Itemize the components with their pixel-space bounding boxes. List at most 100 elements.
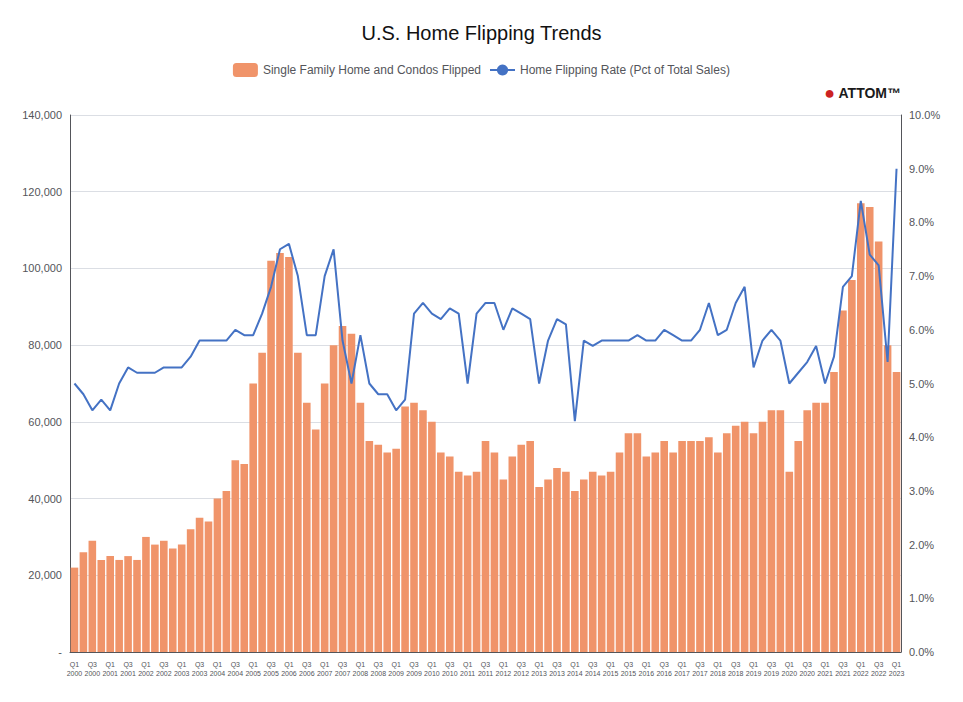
svg-text:2003: 2003 bbox=[174, 670, 190, 677]
svg-text:2013: 2013 bbox=[549, 670, 565, 677]
svg-text:4.0%: 4.0% bbox=[909, 431, 934, 443]
svg-text:Q1: Q1 bbox=[320, 661, 329, 669]
svg-text:2014: 2014 bbox=[567, 670, 583, 677]
svg-text:Q1: Q1 bbox=[570, 661, 579, 669]
svg-text:Q3: Q3 bbox=[731, 661, 740, 669]
svg-text:U.S. Home Flipping Trends: U.S. Home Flipping Trends bbox=[361, 22, 601, 44]
svg-text:2002: 2002 bbox=[138, 670, 154, 677]
svg-text:20,000: 20,000 bbox=[28, 569, 62, 581]
svg-text:Q1: Q1 bbox=[391, 661, 400, 669]
svg-text:2006: 2006 bbox=[299, 670, 315, 677]
svg-text:2000: 2000 bbox=[67, 670, 83, 677]
svg-text:Q1: Q1 bbox=[106, 661, 115, 669]
svg-text:2022: 2022 bbox=[853, 670, 869, 677]
svg-text:Q3: Q3 bbox=[302, 661, 311, 669]
svg-text:Q1: Q1 bbox=[356, 661, 365, 669]
svg-text:2011: 2011 bbox=[460, 670, 475, 677]
svg-text:2021: 2021 bbox=[817, 670, 833, 677]
svg-text:2004: 2004 bbox=[228, 670, 244, 677]
svg-text:80,000: 80,000 bbox=[28, 339, 62, 351]
svg-text:Q1: Q1 bbox=[785, 661, 794, 669]
svg-text:2012: 2012 bbox=[513, 670, 529, 677]
svg-text:Q1: Q1 bbox=[70, 661, 79, 669]
svg-text:Q1: Q1 bbox=[177, 661, 186, 669]
svg-text:Q1: Q1 bbox=[141, 661, 150, 669]
svg-text:Q3: Q3 bbox=[695, 661, 704, 669]
svg-text:2017: 2017 bbox=[674, 670, 690, 677]
svg-text:2014: 2014 bbox=[585, 670, 601, 677]
svg-text:Q3: Q3 bbox=[767, 661, 776, 669]
svg-text:40,000: 40,000 bbox=[28, 493, 62, 505]
svg-text:2022: 2022 bbox=[871, 670, 887, 677]
svg-text:2006: 2006 bbox=[281, 670, 297, 677]
svg-text:Single Family Home and Condos: Single Family Home and Condos Flipped bbox=[263, 63, 481, 77]
svg-text:Q3: Q3 bbox=[803, 661, 812, 669]
svg-text:2023: 2023 bbox=[889, 670, 905, 677]
svg-text:2010: 2010 bbox=[424, 670, 440, 677]
svg-text:Q3: Q3 bbox=[123, 661, 132, 669]
svg-text:6.0%: 6.0% bbox=[909, 324, 934, 336]
svg-text:2010: 2010 bbox=[442, 670, 458, 677]
svg-text:Q3: Q3 bbox=[624, 661, 633, 669]
svg-text:2.0%: 2.0% bbox=[909, 539, 934, 551]
svg-text:2021: 2021 bbox=[835, 670, 851, 677]
svg-text:9.0%: 9.0% bbox=[909, 163, 934, 175]
svg-text:Q1: Q1 bbox=[677, 661, 686, 669]
svg-text:2009: 2009 bbox=[406, 670, 422, 677]
svg-text:10.0%: 10.0% bbox=[909, 109, 940, 121]
svg-text:Home Flipping Rate (Pct of Tot: Home Flipping Rate (Pct of Total Sales) bbox=[520, 63, 730, 77]
svg-text:Q3: Q3 bbox=[838, 661, 847, 669]
svg-text:Q3: Q3 bbox=[409, 661, 418, 669]
svg-text:2009: 2009 bbox=[388, 670, 404, 677]
svg-text:120,000: 120,000 bbox=[22, 186, 62, 198]
svg-text:2016: 2016 bbox=[656, 670, 672, 677]
svg-text:0.0%: 0.0% bbox=[909, 646, 934, 658]
svg-text:100,000: 100,000 bbox=[22, 262, 62, 274]
svg-text:2012: 2012 bbox=[496, 670, 512, 677]
svg-text:ATTOM™: ATTOM™ bbox=[839, 85, 901, 101]
svg-text:Q3: Q3 bbox=[552, 661, 561, 669]
svg-text:2005: 2005 bbox=[245, 670, 261, 677]
svg-text:2000: 2000 bbox=[85, 670, 101, 677]
svg-text:Q3: Q3 bbox=[517, 661, 526, 669]
svg-text:3.0%: 3.0% bbox=[909, 485, 934, 497]
svg-text:Q1: Q1 bbox=[856, 661, 865, 669]
svg-text:Q3: Q3 bbox=[588, 661, 597, 669]
svg-text:Q1: Q1 bbox=[284, 661, 293, 669]
svg-text:8.0%: 8.0% bbox=[909, 216, 934, 228]
svg-text:Q3: Q3 bbox=[445, 661, 454, 669]
svg-text:140,000: 140,000 bbox=[22, 109, 62, 121]
svg-text:2007: 2007 bbox=[335, 670, 351, 677]
svg-text:2019: 2019 bbox=[764, 670, 780, 677]
svg-text:2019: 2019 bbox=[746, 670, 762, 677]
svg-text:1.0%: 1.0% bbox=[909, 592, 934, 604]
svg-text:2002: 2002 bbox=[156, 670, 172, 677]
svg-text:2020: 2020 bbox=[782, 670, 798, 677]
svg-text:Q3: Q3 bbox=[266, 661, 275, 669]
svg-text:●: ● bbox=[824, 83, 835, 103]
svg-text:2001: 2001 bbox=[102, 670, 118, 677]
svg-text:2007: 2007 bbox=[317, 670, 333, 677]
svg-text:Q1: Q1 bbox=[606, 661, 615, 669]
svg-text:Q1: Q1 bbox=[713, 661, 722, 669]
svg-text:Q3: Q3 bbox=[88, 661, 97, 669]
svg-text:2018: 2018 bbox=[710, 670, 726, 677]
svg-text:2001: 2001 bbox=[120, 670, 136, 677]
svg-text:60,000: 60,000 bbox=[28, 416, 62, 428]
svg-text:Q3: Q3 bbox=[374, 661, 383, 669]
svg-text:7.0%: 7.0% bbox=[909, 270, 934, 282]
svg-text:2003: 2003 bbox=[192, 670, 208, 677]
svg-text:2017: 2017 bbox=[692, 670, 708, 677]
svg-text:Q1: Q1 bbox=[892, 661, 901, 669]
svg-text:-: - bbox=[58, 646, 62, 658]
svg-text:Q1: Q1 bbox=[427, 661, 436, 669]
svg-text:Q1: Q1 bbox=[749, 661, 758, 669]
svg-text:Q3: Q3 bbox=[660, 661, 669, 669]
svg-text:Q1: Q1 bbox=[463, 661, 472, 669]
svg-text:2015: 2015 bbox=[603, 670, 619, 677]
svg-text:Q3: Q3 bbox=[874, 661, 883, 669]
svg-text:Q3: Q3 bbox=[481, 661, 490, 669]
svg-text:Q1: Q1 bbox=[499, 661, 508, 669]
svg-text:5.0%: 5.0% bbox=[909, 378, 934, 390]
svg-text:Q3: Q3 bbox=[231, 661, 240, 669]
